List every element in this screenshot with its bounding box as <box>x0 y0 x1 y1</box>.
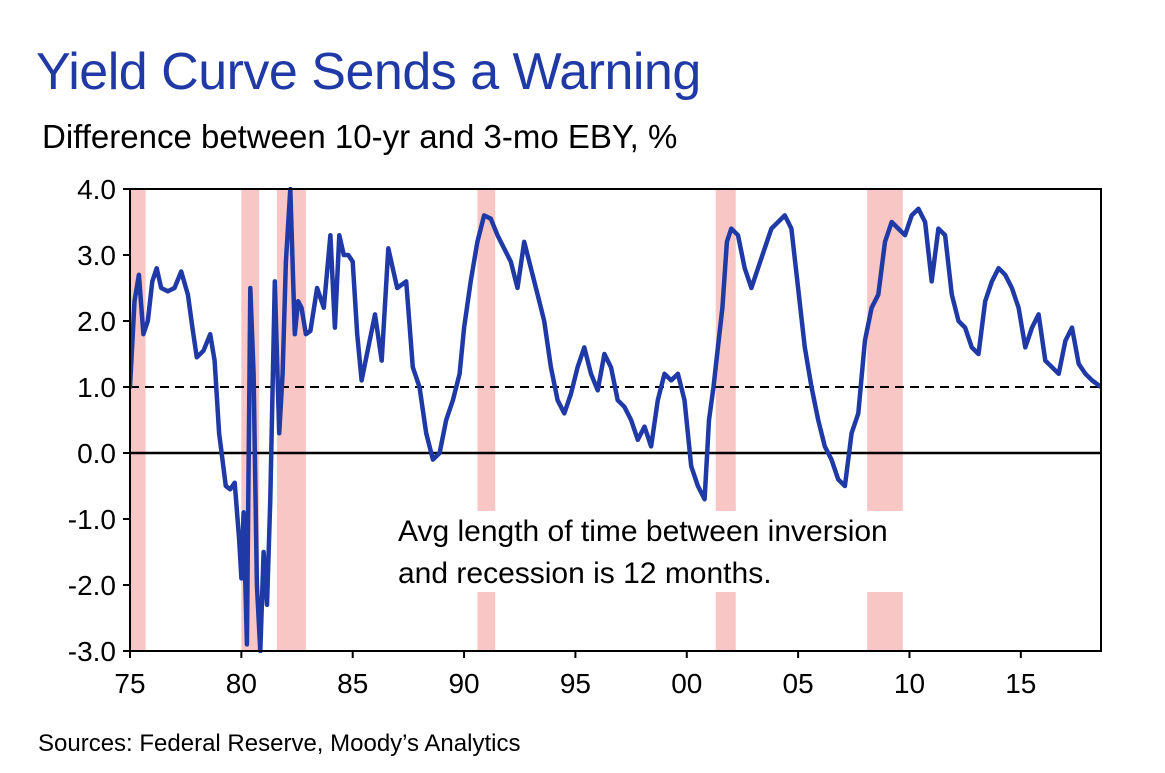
series-layer <box>130 187 1101 653</box>
axes: -3.0 -2.0 -1.0 0.0 1.0 2.0 3.0 4.0 75 80 85 90 95 00 0… <box>68 174 1037 699</box>
source-note: Sources: Federal Reserve, Moody’s Analyt… <box>38 730 521 757</box>
y-tick-label: 0.0 <box>77 438 116 469</box>
x-tick-label: 05 <box>783 668 814 699</box>
x-tick-label: 75 <box>114 668 145 699</box>
x-tick-label: 85 <box>337 668 368 699</box>
y-tick-label: 1.0 <box>77 372 116 403</box>
recession-band-1 <box>130 189 146 651</box>
recession-band-5-part-1 <box>715 189 736 511</box>
recession-band-4-part-1 <box>477 189 496 511</box>
plot-frame <box>129 188 1102 652</box>
series-line-1 <box>130 187 1101 653</box>
recession-band-5-part-2 <box>715 592 736 651</box>
y-tick-label: -2.0 <box>68 570 116 601</box>
y-tick-label: 4.0 <box>77 174 116 205</box>
annotation-layer: Avg length of time between inversion and … <box>398 515 888 590</box>
annotation-line-1: Avg length of time between inversion <box>398 515 888 548</box>
x-tick-label: 10 <box>894 668 925 699</box>
x-tick-label: 15 <box>1005 668 1036 699</box>
annotation-line-2: and recession is 12 months. <box>398 557 772 590</box>
y-tick-label: -1.0 <box>68 504 116 535</box>
recession-band-6-part-2 <box>867 592 903 651</box>
y-tick-label: -3.0 <box>68 636 116 667</box>
x-tick-label: 00 <box>671 668 702 699</box>
x-tick-label: 80 <box>226 668 257 699</box>
chart-title: Yield Curve Sends a Warning <box>36 43 701 101</box>
x-tick-label: 90 <box>448 668 479 699</box>
recession-bands <box>130 189 903 651</box>
recession-band-4-part-2 <box>477 592 496 651</box>
x-tick-label: 95 <box>560 668 591 699</box>
y-tick-label: 3.0 <box>77 240 116 271</box>
chart-subtitle: Difference between 10-yr and 3-mo EBY, % <box>42 118 678 155</box>
y-tick-label: 2.0 <box>77 306 116 337</box>
